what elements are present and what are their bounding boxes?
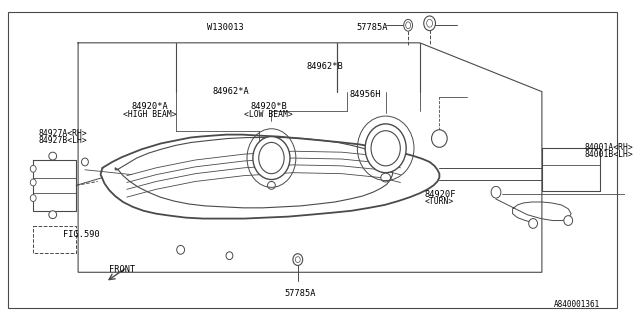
Text: 84920*A: 84920*A — [132, 102, 168, 111]
Text: FRONT: FRONT — [109, 266, 136, 275]
Text: 84927B<LH>: 84927B<LH> — [38, 136, 87, 145]
Ellipse shape — [365, 124, 406, 173]
Text: 84927A<RH>: 84927A<RH> — [38, 129, 87, 138]
Text: 84920F: 84920F — [425, 190, 456, 199]
Ellipse shape — [259, 142, 284, 174]
Ellipse shape — [427, 20, 433, 27]
Ellipse shape — [381, 173, 390, 182]
Ellipse shape — [406, 22, 411, 29]
Text: 84962*B: 84962*B — [307, 62, 343, 71]
Ellipse shape — [30, 165, 36, 172]
Ellipse shape — [424, 16, 435, 31]
Ellipse shape — [81, 158, 88, 166]
Text: 84962*A: 84962*A — [213, 87, 250, 96]
Ellipse shape — [371, 131, 400, 166]
Text: 57785A: 57785A — [284, 289, 316, 298]
Ellipse shape — [293, 254, 303, 266]
Text: 84001A<RH>: 84001A<RH> — [584, 143, 633, 152]
Text: <HIGH BEAM>: <HIGH BEAM> — [123, 110, 177, 119]
Ellipse shape — [30, 195, 36, 202]
Text: W130013: W130013 — [207, 23, 244, 32]
Text: 57785A: 57785A — [356, 23, 388, 32]
Ellipse shape — [491, 186, 501, 198]
Text: 84001B<LH>: 84001B<LH> — [584, 150, 633, 159]
Text: A840001361: A840001361 — [554, 300, 600, 309]
Ellipse shape — [268, 181, 275, 189]
Ellipse shape — [295, 257, 300, 262]
Text: 84956H: 84956H — [350, 90, 381, 99]
Ellipse shape — [30, 179, 36, 186]
Ellipse shape — [253, 137, 290, 180]
Text: <TURN>: <TURN> — [425, 197, 454, 206]
Text: <LOW BEAM>: <LOW BEAM> — [244, 110, 293, 119]
Ellipse shape — [564, 216, 573, 225]
Text: 84920*B: 84920*B — [250, 102, 287, 111]
Ellipse shape — [49, 152, 56, 160]
Ellipse shape — [431, 130, 447, 147]
Ellipse shape — [49, 211, 56, 219]
Ellipse shape — [226, 252, 233, 260]
Ellipse shape — [404, 20, 413, 31]
Ellipse shape — [529, 219, 538, 228]
Ellipse shape — [177, 245, 184, 254]
Text: FIG.590: FIG.590 — [63, 230, 100, 239]
